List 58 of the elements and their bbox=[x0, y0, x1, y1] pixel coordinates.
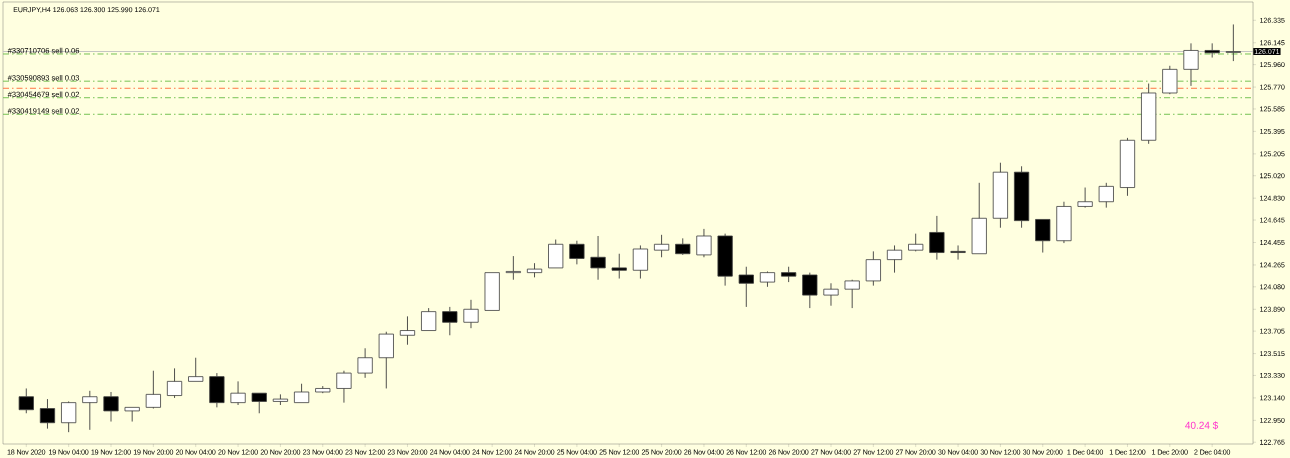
candlestick bbox=[759, 272, 776, 288]
candlestick bbox=[929, 215, 945, 261]
candlestick bbox=[823, 282, 839, 307]
candlestick bbox=[1162, 65, 1178, 94]
candlestick bbox=[442, 306, 458, 336]
candlestick bbox=[209, 372, 225, 408]
candlestick bbox=[1119, 137, 1136, 197]
candlestick bbox=[39, 398, 56, 430]
candlestick bbox=[336, 370, 352, 404]
candlestick bbox=[18, 388, 34, 414]
candlestick bbox=[548, 239, 564, 269]
candlestick bbox=[886, 245, 903, 274]
candlestick bbox=[653, 234, 670, 258]
candlestick bbox=[399, 315, 416, 346]
candlestick bbox=[103, 391, 119, 422]
candlestick bbox=[1098, 182, 1114, 209]
candlestick bbox=[950, 245, 966, 261]
candlestick bbox=[1077, 187, 1093, 207]
candlestick bbox=[230, 380, 246, 406]
candlestick bbox=[971, 182, 987, 255]
candlestick bbox=[717, 233, 733, 287]
candlestick bbox=[293, 383, 310, 404]
candlestick bbox=[145, 370, 161, 408]
candlestick bbox=[463, 299, 479, 329]
candlestick bbox=[844, 280, 860, 309]
candlestick bbox=[1013, 165, 1030, 229]
candlestick bbox=[378, 331, 394, 389]
candlestick bbox=[61, 402, 77, 433]
candlestick bbox=[992, 162, 1009, 229]
candlestick bbox=[526, 262, 543, 278]
candlestick bbox=[1225, 24, 1241, 62]
candlestick bbox=[1035, 219, 1051, 253]
candlestick bbox=[1183, 42, 1199, 87]
candlestick bbox=[124, 406, 140, 422]
candlestick bbox=[421, 307, 437, 331]
candlestick bbox=[315, 385, 331, 393]
candlestick bbox=[357, 347, 373, 379]
candlestick bbox=[632, 245, 649, 279]
candlestick bbox=[1056, 201, 1072, 244]
candlestick bbox=[188, 357, 204, 382]
candlestick bbox=[569, 240, 585, 265]
candlestick bbox=[251, 392, 267, 414]
candlestick bbox=[908, 233, 924, 251]
annotation: 40.24 $ bbox=[1185, 421, 1219, 430]
candlestick bbox=[802, 272, 818, 309]
candlestick bbox=[590, 235, 606, 281]
candlestick bbox=[1141, 83, 1157, 145]
candlestick bbox=[675, 237, 691, 255]
candlestick bbox=[1204, 42, 1220, 58]
candlestick bbox=[696, 228, 712, 258]
candlestick bbox=[611, 253, 627, 279]
candlestick bbox=[166, 367, 183, 399]
candlestick bbox=[865, 250, 881, 287]
candlestick bbox=[82, 390, 98, 431]
candlestick bbox=[505, 255, 521, 281]
candlestick bbox=[272, 393, 289, 406]
candlestick bbox=[781, 266, 797, 283]
candlestick bbox=[738, 266, 754, 308]
